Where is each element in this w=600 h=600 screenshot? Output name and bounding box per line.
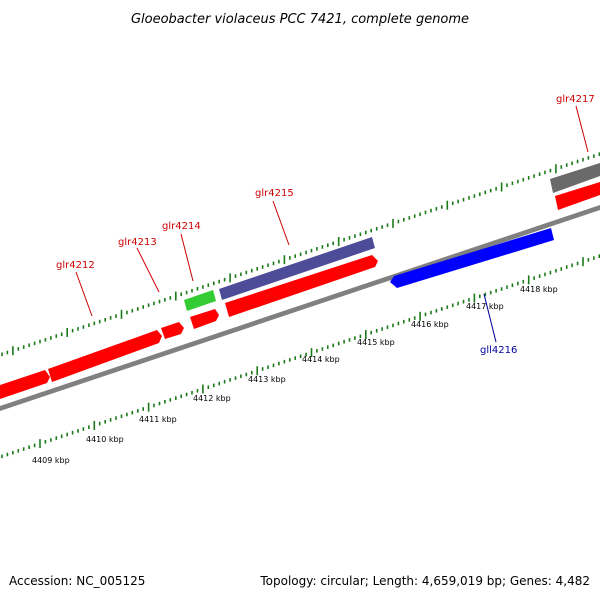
kbp-label: 4409 kbp — [32, 456, 70, 465]
gene-label-gll4216[interactable]: gll4216 — [480, 345, 517, 356]
gene-label-glr4212[interactable]: glr4212 — [56, 260, 95, 271]
leader-line-glr4217 — [575, 105, 589, 153]
kbp-label: 4415 kbp — [357, 338, 395, 347]
genome-backbone — [0, 205, 600, 411]
accession-text: Accession: NC_005125 — [9, 574, 146, 588]
gene-features — [0, 163, 600, 399]
leader-line-glr4214 — [180, 233, 194, 282]
map-title: Gloeobacter violaceus PCC 7421, complete… — [131, 12, 469, 27]
gene-feature-purple[interactable] — [219, 237, 375, 300]
gene-feature-glr4215[interactable] — [225, 255, 378, 317]
kbp-label: 4416 kbp — [411, 320, 449, 329]
gene-feature-gray[interactable] — [550, 163, 600, 193]
gene-feature-glr4217[interactable] — [555, 182, 600, 210]
gene-label-glr4213[interactable]: glr4213 — [118, 237, 157, 248]
gene-feature-glr4213[interactable] — [161, 322, 184, 339]
lower-tick-track — [1, 254, 600, 459]
gene-feature-green[interactable] — [184, 290, 216, 311]
kbp-label: 4418 kbp — [520, 285, 558, 294]
gene-feature-glr4212-left[interactable] — [0, 370, 50, 399]
kbp-label: 4417 kbp — [466, 302, 504, 311]
leader-line-gll4216 — [483, 293, 497, 343]
gene-feature-glr4212[interactable] — [48, 330, 162, 382]
genome-summary-text: Topology: circular; Length: 4,659,019 bp… — [260, 574, 590, 588]
gene-label-glr4215[interactable]: glr4215 — [255, 188, 294, 199]
gene-labels: glr4212 glr4213 glr4214 glr4215 glr4217 … — [56, 94, 595, 356]
gene-feature-glr4214[interactable] — [190, 309, 219, 329]
kbp-label: 4414 kbp — [302, 355, 340, 364]
kbp-label: 4410 kbp — [86, 435, 124, 444]
kbp-label: 4411 kbp — [139, 415, 177, 424]
leader-line-glr4213 — [136, 247, 160, 293]
gene-label-glr4217[interactable]: glr4217 — [556, 94, 595, 105]
leader-line-glr4215 — [272, 200, 290, 246]
gene-label-glr4214[interactable]: glr4214 — [162, 221, 201, 232]
kbp-label: 4412 kbp — [193, 394, 231, 403]
kbp-labels: 4409 kbp 4410 kbp 4411 kbp 4412 kbp 4413… — [32, 285, 558, 465]
leader-line-glr4212 — [75, 271, 93, 317]
kbp-label: 4413 kbp — [248, 375, 286, 384]
leader-lines — [75, 105, 589, 343]
gene-feature-gll4216[interactable] — [390, 228, 554, 288]
upper-tick-track — [1, 152, 600, 357]
